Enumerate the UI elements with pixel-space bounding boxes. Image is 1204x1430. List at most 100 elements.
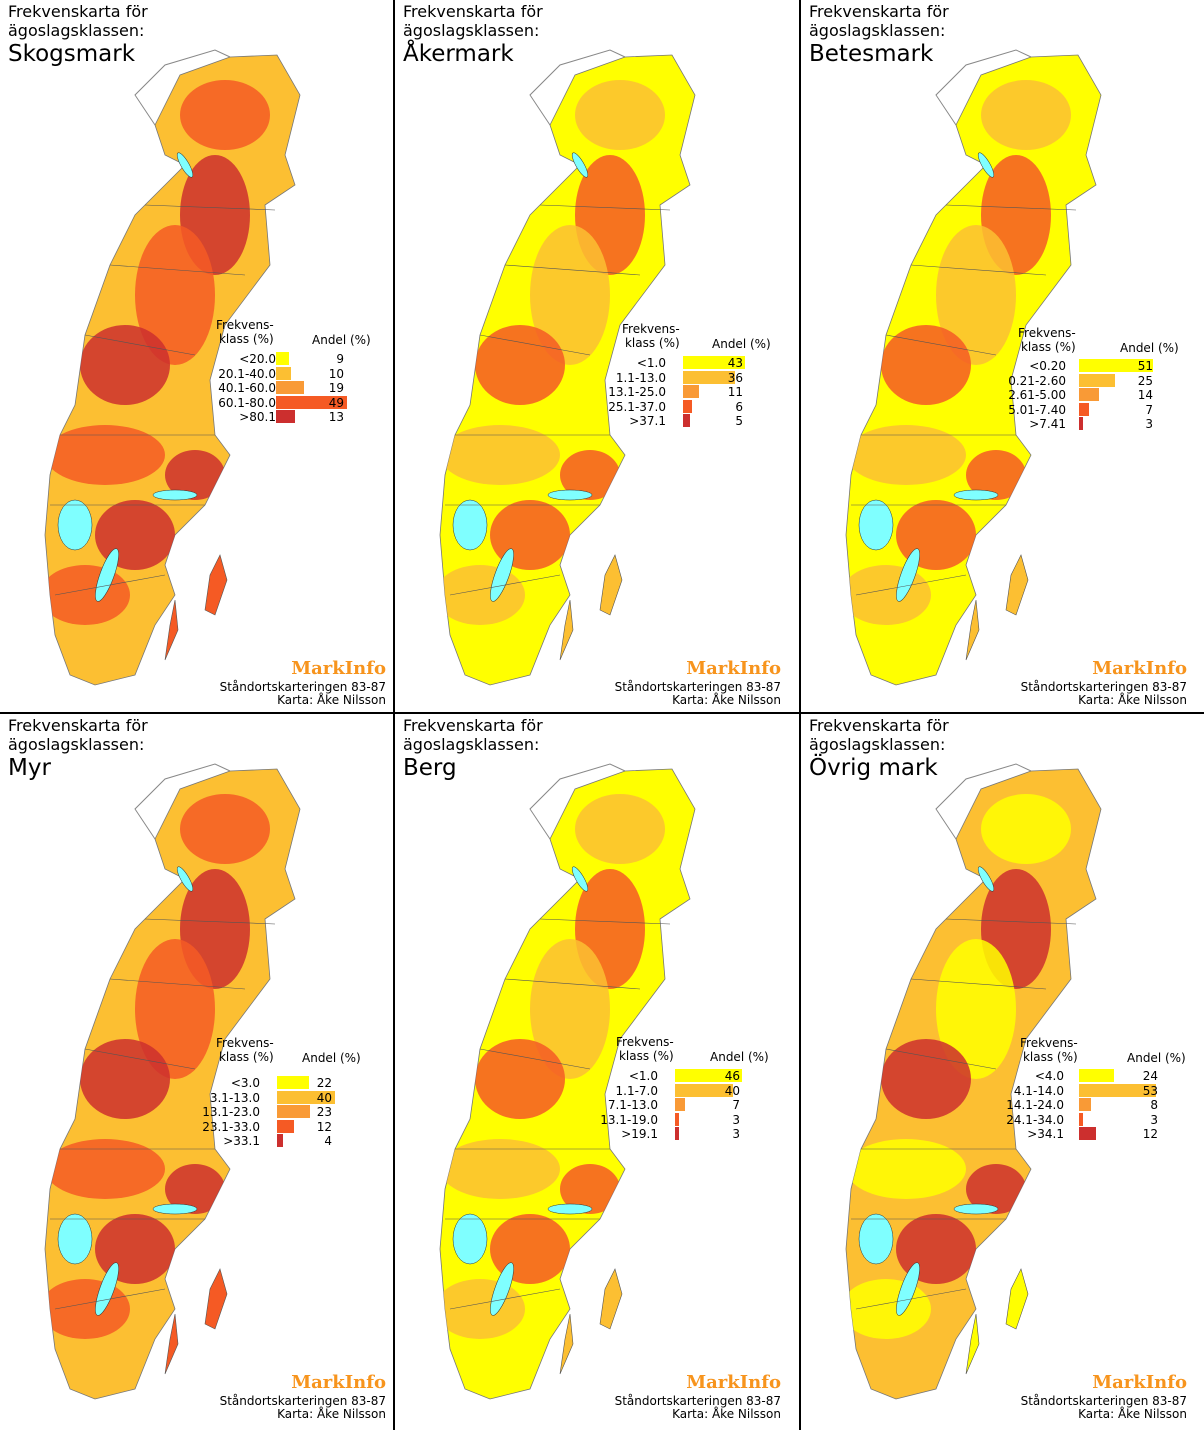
- legend-class-label: <20.0: [239, 352, 276, 366]
- panel-title: Berg: [403, 755, 457, 781]
- legend-share-value: 8: [1150, 1098, 1158, 1112]
- legend-share-value: 7: [732, 1098, 740, 1112]
- legend-share-bar: [675, 1112, 680, 1126]
- legend-share-value: 19: [328, 381, 344, 395]
- frequency-patch: [981, 794, 1071, 864]
- legend-share-bar: [683, 399, 692, 413]
- frequency-patch: [440, 425, 560, 485]
- county-border: [109, 978, 246, 990]
- legend-share-value: 11: [727, 385, 743, 399]
- county-border: [479, 334, 591, 356]
- credit: Ståndortskarteringen 83-87 Karta: Åke Ni…: [220, 1395, 386, 1421]
- legend-share-bar: [277, 1090, 335, 1104]
- frequency-patch: [180, 794, 270, 864]
- legend-share-value: 3: [1150, 1112, 1158, 1127]
- frequency-patch: [846, 425, 966, 485]
- legend-share-bar: [277, 1076, 309, 1089]
- legend-share-bar: [276, 366, 291, 380]
- panel-betesmark: Frekvenskarta för ägoslagsklassen: Betes…: [801, 0, 1201, 713]
- county-border: [504, 978, 641, 990]
- county-border: [144, 204, 276, 211]
- county-border: [84, 1048, 196, 1070]
- legend-class-header: Frekvens- klass (%): [616, 1035, 674, 1063]
- county-border: [54, 574, 166, 596]
- county-border: [109, 264, 246, 276]
- frequency-patches: [846, 794, 1071, 1339]
- legend-class-label: >33.1: [223, 1134, 260, 1148]
- island-gotland: [1005, 1268, 1029, 1330]
- legend-share-value: 7: [1145, 402, 1153, 417]
- credit-source: Ståndortskarteringen 83-87: [1020, 680, 1187, 694]
- legend-share-bar: [683, 370, 736, 384]
- sweden-map: [439, 763, 696, 1400]
- legend-share-value: 13: [328, 410, 344, 424]
- lake-vanern: [858, 1213, 894, 1265]
- island-oland: [559, 1313, 574, 1375]
- legend-class-label: 7.1-13.0: [607, 1098, 658, 1112]
- frequency-patch: [440, 565, 525, 625]
- frequency-patch: [440, 1139, 560, 1199]
- county-border: [855, 574, 967, 596]
- credit: Ståndortskarteringen 83-87 Karta: Åke Ni…: [1021, 1395, 1187, 1421]
- legend-class-label: 13.1-25.0: [608, 385, 666, 399]
- legend-class-label: <4.0: [1034, 1069, 1064, 1083]
- county-border: [945, 204, 1077, 211]
- legend-share-bar: [277, 1119, 295, 1133]
- legend-class-label: 60.1-80.0: [218, 395, 276, 410]
- legend-class-header: Frekvens- klass (%): [216, 318, 274, 346]
- legend-share-bar: [1079, 417, 1084, 430]
- frequency-patch: [440, 1279, 525, 1339]
- sweden-map: [439, 49, 696, 686]
- frequency-patch: [846, 1139, 966, 1199]
- frequency-patch: [135, 225, 215, 365]
- norway-border-line: [529, 49, 626, 126]
- county-border: [855, 1288, 967, 1310]
- legend-class-label: 13.1-23.0: [202, 1105, 260, 1119]
- panel-ovrig-mark: Frekvenskarta för ägoslagsklassen: Övrig…: [801, 714, 1201, 1427]
- legend-share-header: Andel (%): [710, 1050, 769, 1064]
- lake-tornetrask: [977, 152, 995, 178]
- lake-vattern: [896, 1262, 920, 1316]
- credit-source: Ståndortskarteringen 83-87: [614, 1394, 781, 1408]
- legend-share-bar: [276, 381, 304, 394]
- county-border: [910, 978, 1047, 990]
- frequency-patch: [936, 939, 1016, 1079]
- lake-vattern: [490, 1262, 514, 1316]
- legend-share-bar: [1079, 1083, 1156, 1097]
- credit-source: Ståndortskarteringen 83-87: [219, 680, 386, 694]
- frequency-patch: [881, 325, 971, 405]
- island-gotland: [204, 554, 228, 616]
- lake-tornetrask: [176, 866, 194, 892]
- lake-malaren: [547, 489, 593, 501]
- legend-share-bar: [1079, 1112, 1084, 1126]
- brand-logo: MarkInfo: [686, 658, 781, 679]
- norway-border-line: [935, 49, 1032, 126]
- frequency-patch: [530, 939, 610, 1079]
- frequency-patch: [575, 794, 665, 864]
- legend-class-label: 14.1-24.0: [1006, 1098, 1064, 1112]
- panel-title: Skogsmark: [8, 41, 136, 67]
- panel-title: Betesmark: [809, 41, 934, 67]
- county-border: [910, 264, 1047, 276]
- panel-subtitle: Frekvenskarta för ägoslagsklassen:: [403, 2, 543, 40]
- county-border: [885, 1048, 997, 1070]
- frequency-patch: [165, 450, 225, 500]
- legend-share-value: 3: [732, 1127, 740, 1141]
- legend-class-header: Frekvens- klass (%): [216, 1036, 274, 1064]
- legend-share-bar: [1079, 388, 1100, 401]
- legend-class-label: 20.1-40.0: [218, 366, 276, 381]
- legend-share-value: 53: [1142, 1083, 1158, 1098]
- frequency-patches: [45, 794, 270, 1339]
- lake-tornetrask: [571, 152, 589, 178]
- lake-tornetrask: [977, 866, 995, 892]
- lake-malaren: [547, 1203, 593, 1215]
- legend-class-label: >34.1: [1027, 1127, 1064, 1141]
- legend-share-bar: [675, 1098, 686, 1111]
- legend-share-bar: [1079, 1127, 1097, 1140]
- legend-share-bar: [675, 1069, 742, 1082]
- credit: Ståndortskarteringen 83-87 Karta: Åke Ni…: [615, 1395, 781, 1421]
- credit-author: Karta: Åke Nilsson: [672, 1407, 781, 1421]
- legend-class-label: 40.1-60.0: [218, 381, 276, 395]
- lake-tornetrask: [176, 152, 194, 178]
- legend-class-label: 4.1-14.0: [1013, 1083, 1064, 1098]
